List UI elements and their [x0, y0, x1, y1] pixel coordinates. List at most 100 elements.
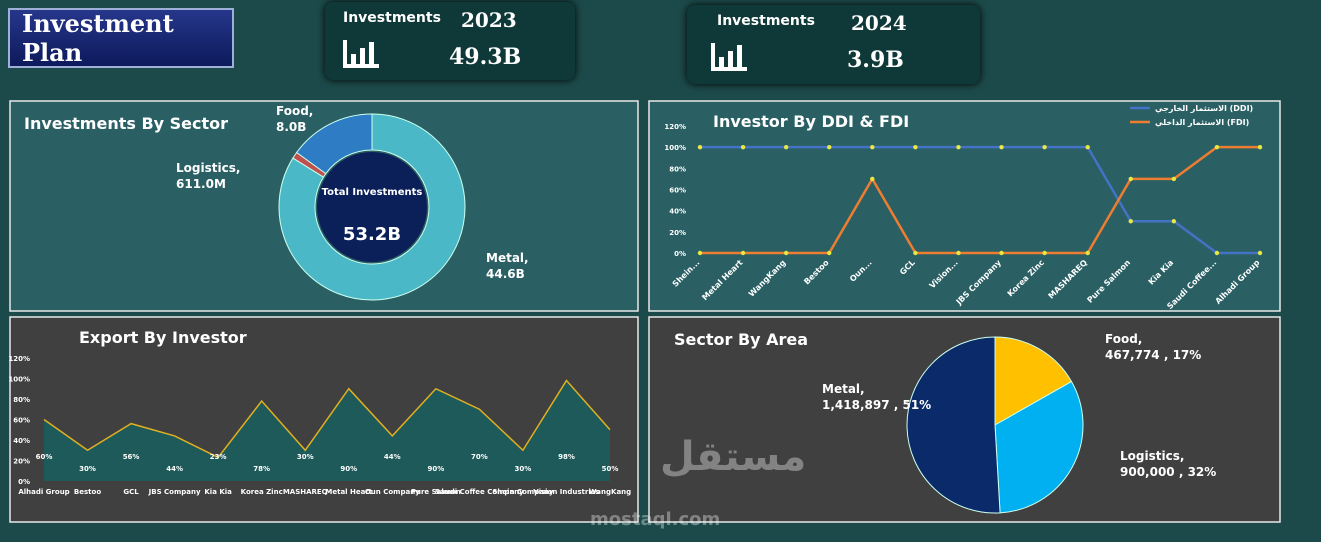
legend-label: الاستثمار الداخلي (FDI): [1155, 118, 1249, 127]
x-tick-label: Pure Salmon: [411, 488, 461, 496]
point: [783, 144, 789, 150]
x-tick-label: GCL: [898, 258, 917, 277]
data-label: 900,000 , 32%: [1120, 465, 1216, 479]
slice: [994, 336, 1073, 426]
data-label: 1,418,897 , 51%: [822, 398, 931, 412]
x-tick-label: Korea Zinc: [241, 488, 283, 496]
point: [827, 144, 832, 150]
point: [913, 144, 918, 150]
x-tick-label: Bestoo: [74, 488, 101, 496]
kpi-label: Investments: [717, 13, 815, 29]
watermark: mostaql.com: [590, 509, 720, 530]
x-tick-label: Vision...: [928, 258, 960, 290]
point: [956, 250, 961, 256]
line: [700, 145, 1260, 255]
point: [740, 144, 746, 150]
y-tick-label: 0%: [674, 250, 686, 258]
y-tick-label: 20%: [13, 458, 30, 466]
y-tick-label: 120%: [664, 123, 686, 131]
point: [827, 250, 832, 256]
data-label-name: Logistics,: [176, 161, 240, 175]
x-tick-label: JBS Company: [148, 488, 201, 496]
point: [1257, 250, 1263, 256]
slice: [994, 380, 1084, 514]
x-tick-label: JBS Company: [954, 257, 1004, 307]
x-tick-label: Bestoo: [802, 258, 831, 287]
point: [1042, 144, 1047, 150]
x-tick-label: Metal Heart: [325, 488, 372, 496]
x-tick-label: WangKang: [589, 488, 631, 496]
data-label: 467,774 , 17%: [1105, 348, 1201, 362]
x-tick-label: Vision Industries: [533, 488, 599, 496]
point: [1171, 219, 1177, 224]
x-tick-label: Pure Salmon: [1085, 258, 1132, 305]
panel: [648, 100, 1281, 312]
point: [870, 176, 875, 182]
x-tick-label: MASHAREQ: [1047, 258, 1090, 301]
data-label: 90%: [427, 465, 444, 473]
data-label: 30%: [79, 465, 96, 473]
data-label: 44%: [166, 465, 183, 473]
data-label: 98%: [558, 453, 575, 461]
x-tick-label: Shein...: [671, 258, 702, 289]
data-label: 60%: [36, 453, 53, 461]
kpi-label: Investments: [343, 10, 441, 26]
donut-center: [317, 152, 427, 262]
x-tick-label: MASHAREQ: [283, 488, 328, 496]
panel: [648, 316, 1281, 523]
x-tick-label: Saudi Coffee...: [1165, 258, 1218, 311]
y-tick-label: 80%: [669, 165, 686, 173]
point: [999, 144, 1004, 150]
point: [870, 144, 875, 150]
x-tick-label: Metal Heart: [700, 258, 744, 302]
panel: [9, 100, 639, 312]
x-tick-label: Oun Company: [365, 488, 420, 496]
data-label: 30%: [297, 453, 314, 461]
data-label: 30%: [515, 465, 532, 473]
kpi-card: Investments 2024 3.9B: [687, 5, 980, 84]
page-title: Investment Plan: [8, 8, 234, 68]
data-label-name: Metal,: [822, 382, 865, 396]
panel: [9, 316, 639, 523]
chart-title: Export By Investor: [79, 328, 247, 347]
x-tick-label: Oun...: [848, 258, 874, 284]
x-tick-label: Kia Kia: [204, 488, 232, 496]
point: [1085, 144, 1090, 150]
y-tick-label: 60%: [13, 417, 30, 425]
data-label: 44.6B: [486, 267, 525, 281]
slice: [278, 113, 466, 301]
area-line: [43, 379, 611, 459]
data-label: 8.0B: [276, 120, 306, 134]
point: [697, 250, 703, 256]
x-tick-label: Shein Company: [492, 488, 554, 496]
point: [740, 250, 746, 256]
kpi-card: Investments 2023 49.3B: [325, 2, 575, 80]
y-tick-label: 100%: [664, 144, 686, 152]
point: [783, 250, 789, 256]
x-tick-label: Alhadi Group: [18, 488, 69, 496]
y-tick-label: 60%: [669, 187, 686, 195]
slice: [295, 113, 373, 175]
chart-title: Sector By Area: [674, 330, 808, 349]
kpi-icon: [711, 43, 747, 71]
y-tick-label: 80%: [13, 396, 30, 404]
data-label-name: Logistics,: [1120, 449, 1184, 463]
point: [1128, 176, 1133, 182]
x-tick-label: Kia Kia: [1147, 258, 1176, 287]
data-label: 90%: [340, 465, 357, 473]
watermark: مستقل: [660, 434, 806, 480]
point: [1257, 144, 1263, 150]
data-label-name: Metal,: [486, 251, 529, 265]
line: [700, 145, 1260, 255]
center-label: Total Investments: [322, 187, 423, 198]
x-tick-label: Korea Zinc: [1006, 258, 1047, 299]
data-label-name: Food,: [276, 104, 313, 118]
point: [1214, 250, 1220, 256]
legend-label: الاستثمار الخارجي (DDI): [1155, 104, 1253, 113]
kpi-year: 2023: [461, 8, 517, 32]
data-label: 78%: [253, 465, 270, 473]
slice: [292, 151, 327, 178]
center-total: 53.2B: [343, 224, 401, 245]
